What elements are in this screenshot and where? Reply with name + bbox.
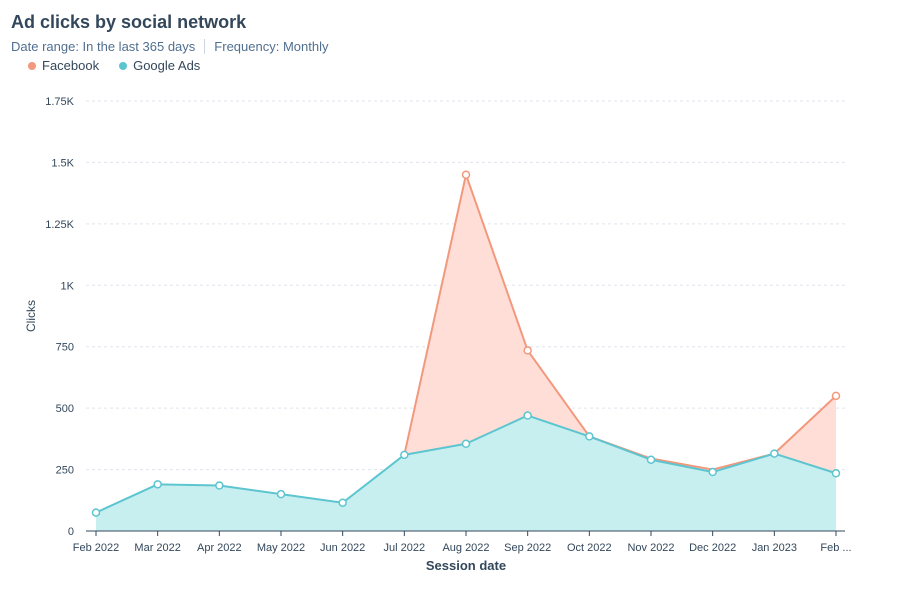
x-tick-label: Sep 2022: [504, 542, 551, 554]
x-tick-label: Aug 2022: [442, 542, 489, 554]
area-google-ads: [96, 415, 836, 531]
point-google-ads: [646, 455, 656, 464]
y-tick-label: 750: [56, 342, 74, 354]
point-google-ads: [338, 498, 347, 507]
x-tick-label: Oct 2022: [567, 542, 612, 554]
point-google-ads: [400, 450, 409, 460]
x-tick-label: Jan 2023: [752, 542, 797, 554]
area-facebook: [404, 174, 836, 474]
point-google-ads: [831, 469, 841, 478]
area-layer: [96, 174, 836, 531]
point-facebook: [461, 170, 471, 179]
x-tick-label: Nov 2022: [627, 542, 674, 554]
marker-layer: [91, 170, 841, 517]
x-tick-label: Jul 2022: [384, 542, 426, 554]
chart-legend: Facebook Google Ads: [28, 58, 220, 73]
y-tick-label: 1.5K: [51, 157, 74, 169]
x-tick-label: Jun 2022: [320, 542, 365, 554]
x-tick-label: Apr 2022: [197, 542, 242, 554]
point-facebook: [831, 391, 841, 401]
filter-divider: [204, 39, 206, 54]
point-google-ads: [276, 489, 286, 499]
y-axis-title: Clicks: [24, 300, 38, 332]
x-tick-label: May 2022: [257, 542, 305, 554]
point-google-ads: [770, 449, 779, 458]
point-facebook: [523, 346, 532, 355]
point-google-ads: [585, 432, 594, 441]
point-google-ads: [461, 439, 471, 449]
report-filters: Date range: In the last 365 days Frequen…: [11, 39, 328, 54]
x-tick-label: Feb 2022: [73, 542, 119, 554]
chart-title: Ad clicks by social network: [11, 12, 247, 32]
legend-item-google-ads[interactable]: Google Ads: [119, 58, 200, 73]
point-google-ads: [708, 467, 717, 477]
x-tick-label: Dec 2022: [689, 542, 736, 554]
y-tick-label: 1K: [61, 280, 75, 292]
axis-layer: 0 250 500 750 1K 1.25K 1.5K 1.75K Feb 2022 Mar 20…: [45, 96, 851, 554]
x-tick-label: Feb ...: [820, 542, 851, 554]
y-tick-label: 250: [56, 465, 74, 477]
legend-dot-icon: [119, 61, 128, 70]
legend-label: Facebook: [42, 58, 100, 73]
y-tick-label: 0: [68, 526, 74, 538]
date-range-filter[interactable]: Date range: In the last 365 days: [11, 39, 196, 54]
point-google-ads: [523, 411, 532, 420]
legend-dot-icon: [28, 61, 36, 70]
point-google-ads: [91, 508, 101, 517]
frequency-filter[interactable]: Frequency: Monthly: [214, 39, 329, 54]
legend-item-facebook[interactable]: Facebook: [28, 58, 99, 73]
y-tick-label: 1.75K: [45, 96, 74, 108]
x-axis-title: Session date: [426, 558, 506, 573]
y-tick-label: 500: [56, 403, 74, 415]
point-google-ads: [153, 480, 162, 489]
point-google-ads: [215, 481, 224, 490]
x-tick-label: Mar 2022: [134, 542, 180, 554]
legend-label: Google Ads: [133, 58, 201, 73]
y-tick-label: 1.25K: [45, 219, 74, 231]
